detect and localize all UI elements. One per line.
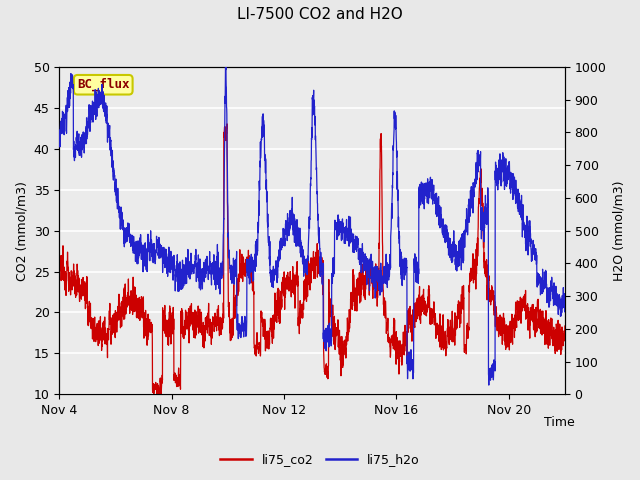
Legend: li75_co2, li75_h2o: li75_co2, li75_h2o xyxy=(215,448,425,471)
X-axis label: Time: Time xyxy=(544,416,575,429)
Text: LI-7500 CO2 and H2O: LI-7500 CO2 and H2O xyxy=(237,7,403,22)
Y-axis label: H2O (mmol/m3): H2O (mmol/m3) xyxy=(612,180,625,281)
Text: BC_flux: BC_flux xyxy=(77,78,129,91)
Y-axis label: CO2 (mmol/m3): CO2 (mmol/m3) xyxy=(15,180,28,280)
